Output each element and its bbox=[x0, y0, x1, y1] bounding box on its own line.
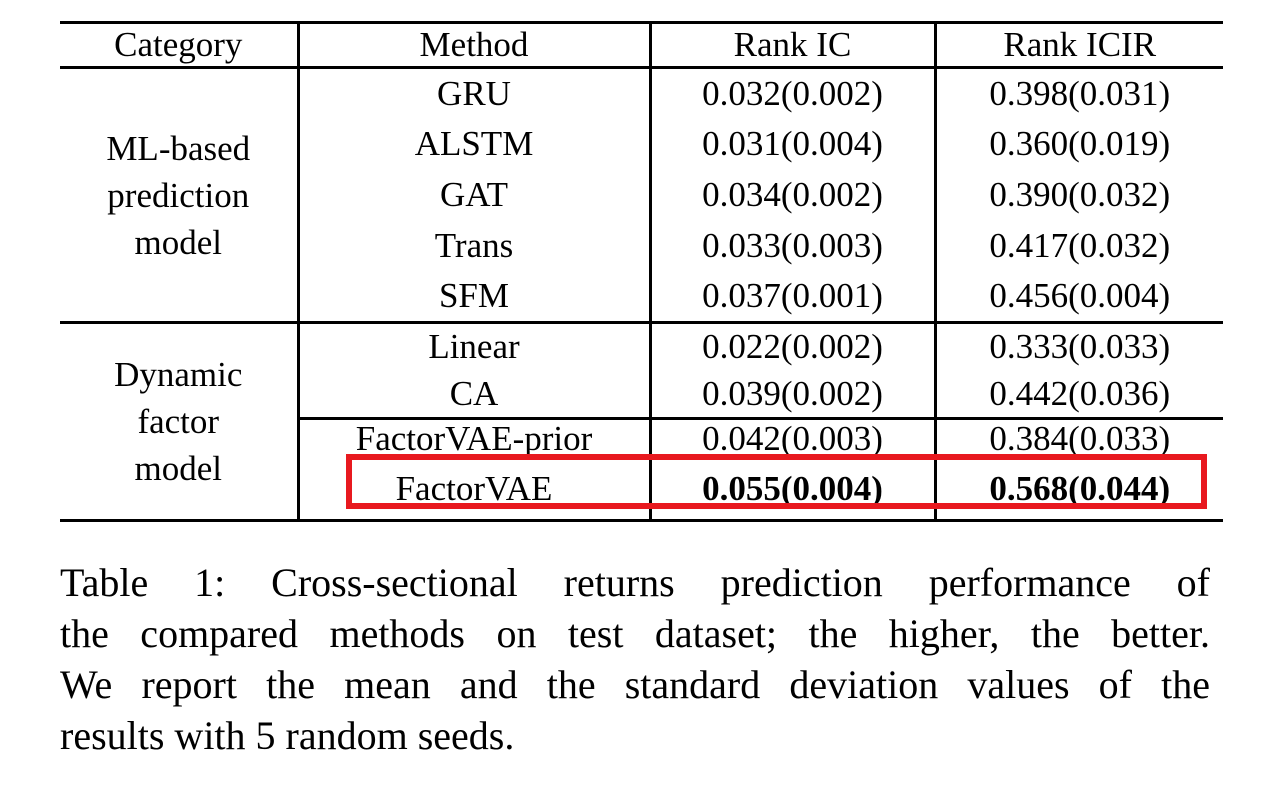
category-line: model bbox=[134, 449, 222, 488]
rank-icir-cell: 0.398(0.031) bbox=[989, 73, 1171, 113]
header-category: Category bbox=[60, 21, 300, 69]
method-cell: FactorVAE bbox=[298, 458, 652, 522]
header-rank-ic: Rank IC bbox=[650, 21, 937, 69]
table-row-trans: Trans 0.033(0.003) 0.417(0.032) bbox=[60, 220, 1223, 272]
category-line: prediction bbox=[107, 175, 250, 215]
header-rank-icir: Rank ICIR bbox=[935, 21, 1223, 69]
table-row-gat: GAT 0.034(0.002) 0.390(0.032) bbox=[60, 169, 1223, 221]
rank-icir-cell: 0.360(0.019) bbox=[989, 123, 1171, 163]
category-cell-ml: ML-based prediction model bbox=[60, 67, 300, 324]
caption-line: We report the mean and the standard devi… bbox=[60, 662, 1210, 707]
table-row-linear: Dynamic factor model Linear 0.022(0.002)… bbox=[60, 322, 1223, 522]
table-row-sfm: SFM 0.037(0.001) 0.456(0.004) bbox=[60, 271, 1223, 324]
results-table: Category Method Rank IC Rank ICIR ML-bas… bbox=[60, 21, 1223, 522]
table-row-factorvae-prior: FactorVAE-prior 0.042(0.003) 0.384(0.033… bbox=[60, 418, 1223, 459]
rank-icir-cell: 0.442(0.036) bbox=[935, 370, 1223, 420]
rank-ic-cell: 0.031(0.004) bbox=[650, 118, 937, 170]
category-line: Dynamic bbox=[114, 355, 243, 394]
rank-icir-cell: 0.417(0.032) bbox=[989, 225, 1171, 265]
rank-ic-cell: 0.033(0.003) bbox=[650, 220, 937, 272]
rank-ic-cell: 0.032(0.002) bbox=[650, 67, 937, 119]
rank-ic-cell: 0.022(0.002) bbox=[650, 322, 937, 371]
method-cell: GAT bbox=[298, 169, 652, 221]
table-row-gru: ML-based prediction model GRU 0.032(0.00… bbox=[60, 67, 1223, 324]
rank-ic-cell: 0.034(0.002) bbox=[650, 169, 937, 221]
caption-line: the compared methods on test dataset; th… bbox=[60, 611, 1210, 656]
category-line: model bbox=[134, 222, 222, 262]
caption-line: Table 1: Cross-sectional returns predict… bbox=[60, 560, 1210, 605]
rank-icir-cell: 0.456(0.004) bbox=[935, 271, 1223, 324]
rank-ic-cell: 0.042(0.003) bbox=[650, 418, 937, 459]
method-cell: SFM bbox=[298, 271, 652, 324]
rank-icir-cell: 0.390(0.032) bbox=[989, 174, 1171, 214]
table-header-row: Category Method Rank IC Rank ICIR bbox=[60, 21, 1223, 69]
category-cell-dynamic: Dynamic factor model bbox=[60, 322, 300, 522]
method-cell: GRU bbox=[298, 67, 652, 119]
rank-ic-cell: 0.037(0.001) bbox=[650, 271, 937, 324]
table-row-ca: CA 0.039(0.002) 0.442(0.036) bbox=[60, 370, 1223, 420]
rank-icir-cell: 0.333(0.033) bbox=[989, 327, 1171, 366]
method-cell: ALSTM bbox=[298, 118, 652, 170]
rank-ic-cell: 0.039(0.002) bbox=[650, 370, 937, 420]
method-cell: FactorVAE-prior bbox=[298, 418, 652, 459]
method-cell: CA bbox=[298, 370, 652, 420]
category-line: factor bbox=[137, 402, 220, 441]
table-row-alstm: ALSTM 0.031(0.004) 0.360(0.019) bbox=[60, 118, 1223, 170]
table-row-factorvae: FactorVAE 0.055(0.004) 0.568(0.044) bbox=[60, 458, 1223, 522]
method-cell: Trans bbox=[298, 220, 652, 272]
table-caption: Table 1: Cross-sectional returns predict… bbox=[60, 557, 1210, 761]
rank-icir-cell: 0.568(0.044) bbox=[935, 458, 1223, 522]
method-cell: Linear bbox=[298, 322, 652, 371]
category-line: ML-based bbox=[106, 128, 251, 168]
caption-line: results with 5 random seeds. bbox=[60, 713, 515, 758]
header-method: Method bbox=[298, 21, 652, 69]
results-table-wrapper: Category Method Rank IC Rank ICIR ML-bas… bbox=[60, 21, 1223, 522]
rank-ic-cell: 0.055(0.004) bbox=[650, 458, 937, 522]
rank-icir-cell: 0.384(0.033) bbox=[989, 419, 1171, 458]
